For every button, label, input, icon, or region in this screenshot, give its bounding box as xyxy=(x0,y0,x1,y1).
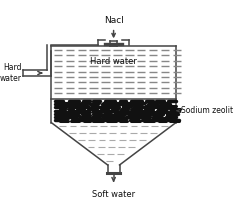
Text: Sodium zeolit: Sodium zeolit xyxy=(181,106,233,115)
Text: Hard
water: Hard water xyxy=(0,63,22,83)
Text: Nacl: Nacl xyxy=(104,16,123,25)
Text: Hard water: Hard water xyxy=(90,57,137,66)
Text: Soft water: Soft water xyxy=(92,190,135,199)
